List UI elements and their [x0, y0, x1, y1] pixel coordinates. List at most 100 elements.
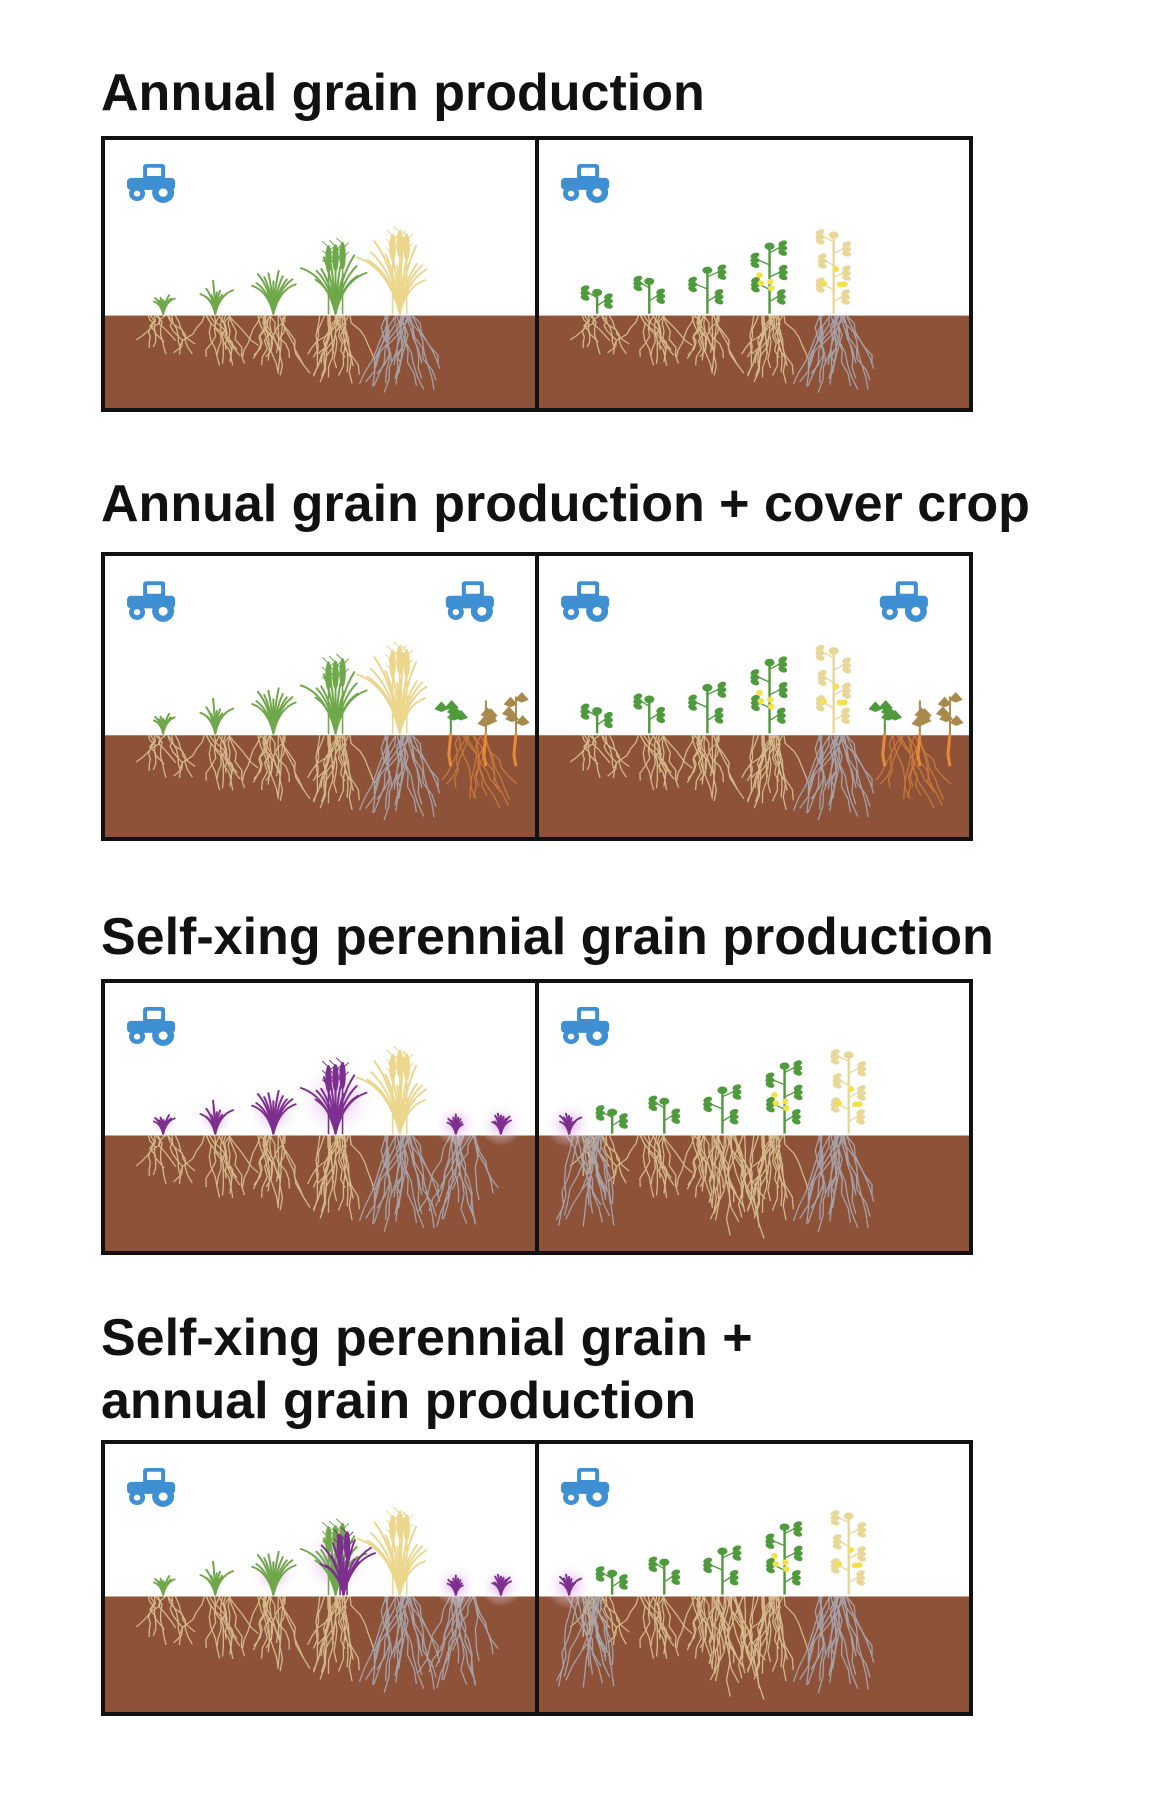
root-system [569, 315, 630, 355]
field-illustration [105, 1007, 535, 1251]
panel-mixed-cereal [105, 1444, 535, 1712]
root-system [173, 1135, 259, 1198]
field-illustration [105, 164, 535, 408]
cereal-crop-plant [356, 226, 428, 315]
perennial-grain-regrowth [491, 1573, 512, 1596]
root-system [173, 1596, 259, 1659]
perennial-grain-regrowth [558, 1573, 583, 1596]
root-system [607, 734, 693, 791]
perennial-root-system [555, 1596, 615, 1688]
panel-group-annual-cover-crop [101, 552, 973, 841]
cover-crop-root-system [441, 734, 518, 809]
panel-cereal-cover-crop [105, 556, 535, 837]
root-system [358, 734, 441, 821]
legume-crop-plant [750, 656, 788, 734]
perennial-root-system [708, 1596, 766, 1700]
root-system [675, 315, 745, 376]
cereal-crop-plant [199, 279, 235, 315]
root-system [792, 734, 875, 821]
field-illustration [105, 1468, 535, 1712]
panel-group-annual [101, 136, 973, 412]
cereal-crop-plant [152, 1114, 176, 1135]
field-illustration [539, 164, 969, 408]
legume-crop-plant [595, 1105, 629, 1134]
cover-crop-plant [935, 691, 964, 767]
section-title-annual: Annual grain production [101, 64, 705, 122]
cereal-crop-plant [199, 1560, 235, 1596]
root-system [241, 1135, 311, 1211]
panel-group-perennial-annual [101, 1440, 973, 1716]
panel-group-perennial [101, 979, 973, 1255]
root-system [607, 1135, 693, 1198]
cereal-crop-plant [299, 653, 368, 735]
cereal-crop-plant [251, 1550, 297, 1596]
perennial-root-system [417, 1135, 499, 1227]
legume-crop-plant [765, 1521, 803, 1595]
perennial-root-system [555, 1135, 615, 1227]
root-system [307, 1596, 375, 1682]
field-illustration [539, 1007, 969, 1251]
legume-crop-plant [703, 1545, 742, 1595]
cover-crop-plant [434, 699, 469, 767]
cereal-crop-plant [356, 641, 428, 735]
cereal-crop-plant [299, 1518, 368, 1596]
legume-crop-plant [633, 275, 666, 314]
tractor-icon [127, 1468, 176, 1507]
legume-crop-plant [648, 1095, 681, 1134]
tractor-icon [127, 1007, 176, 1046]
section-title-annual-cover-crop: Annual grain production + cover crop [101, 475, 1030, 533]
field-illustration [105, 581, 535, 837]
legume-crop-plant [830, 1510, 867, 1595]
tractor-icon [127, 164, 176, 203]
section-title-perennial-annual-line1: Self-xing perennial grain + [101, 1309, 753, 1367]
panel-legume-annual [535, 140, 969, 408]
legume-crop-plant [633, 693, 666, 734]
field-illustration [539, 581, 969, 837]
perennial-grain-regrowth [446, 1574, 464, 1596]
panel-perennial-legume [535, 983, 969, 1251]
root-system [135, 734, 196, 779]
perennial-root-system [708, 1135, 766, 1239]
legume-crop-plant [688, 681, 727, 734]
root-system [307, 734, 375, 811]
tractor-icon [879, 581, 928, 622]
root-system [607, 1596, 693, 1659]
root-system [173, 315, 259, 366]
tractor-icon [127, 581, 176, 622]
root-system [241, 315, 311, 376]
root-system [675, 734, 745, 802]
cereal-crop-plant [299, 237, 368, 315]
legume-crop-plant [580, 703, 613, 734]
perennial-grain-regrowth [446, 1113, 464, 1135]
cereal-crop-plant [356, 1045, 428, 1135]
cover-crop-plant [868, 699, 903, 767]
legume-crop-plant [765, 1060, 803, 1134]
legume-crop-plant [688, 264, 727, 314]
legume-crop-plant [703, 1084, 742, 1134]
root-system [358, 315, 441, 393]
legume-crop-plant [830, 1049, 867, 1134]
panel-legume-cover-crop [535, 556, 969, 837]
panel-perennial-cereal [105, 983, 535, 1251]
section-title-perennial: Self-xing perennial grain production [101, 908, 994, 966]
cover-crop-plant [501, 691, 530, 767]
legume-crop-plant [815, 229, 852, 314]
cover-crop-plant [477, 700, 498, 767]
cereal-crop-plant [152, 712, 176, 735]
cereal-crop-plant [152, 294, 176, 315]
tractor-icon [561, 1007, 610, 1046]
panel-cereal-annual [105, 140, 535, 408]
cereal-crop-plant [356, 1506, 428, 1596]
root-system [241, 1596, 311, 1672]
legume-crop-plant [580, 285, 613, 314]
panel-mixed-legume [535, 1444, 969, 1712]
perennial-grain-regrowth [558, 1112, 583, 1135]
root-system [741, 734, 809, 811]
root-system [741, 315, 809, 384]
perennial-root-system [417, 1596, 499, 1688]
cover-crop-plant [911, 700, 932, 767]
cereal-crop-plant [199, 697, 235, 735]
cereal-crop-plant [299, 1057, 368, 1135]
root-system [358, 1596, 441, 1693]
cereal-crop-plant [251, 687, 297, 735]
